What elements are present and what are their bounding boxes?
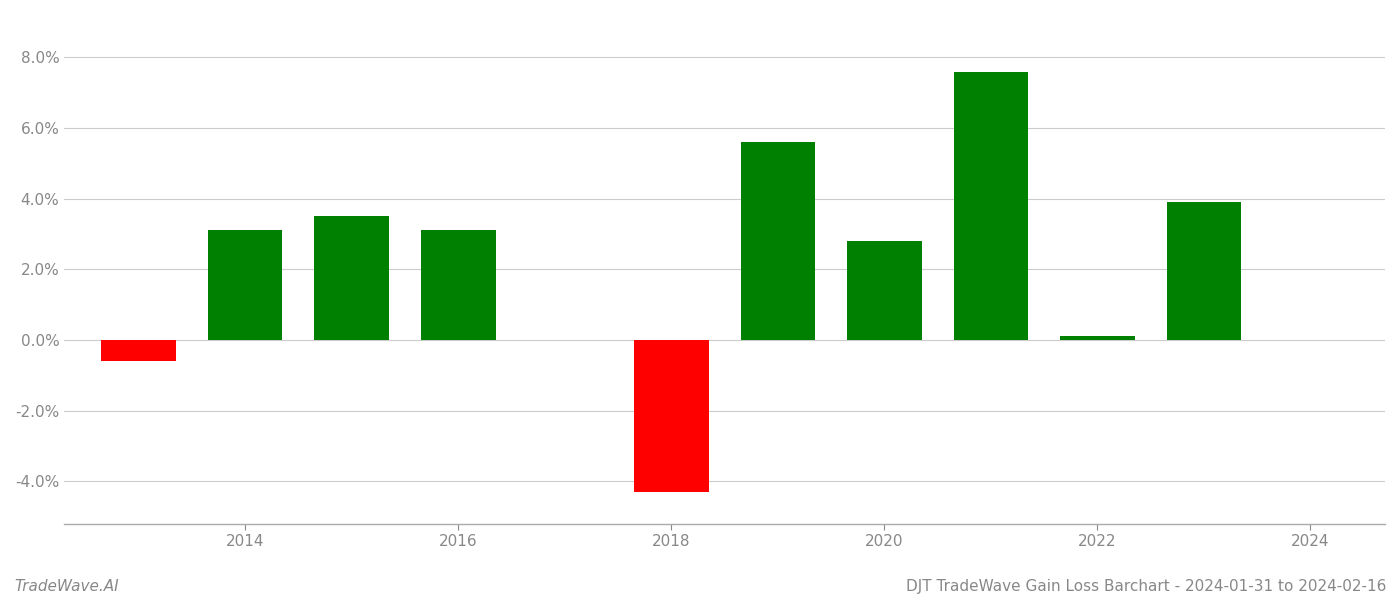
Text: TradeWave.AI: TradeWave.AI xyxy=(14,579,119,594)
Bar xyxy=(1166,202,1242,340)
Bar xyxy=(101,340,176,361)
Bar xyxy=(1060,337,1134,340)
Bar xyxy=(953,71,1028,340)
Bar xyxy=(847,241,921,340)
Bar xyxy=(741,142,815,340)
Text: DJT TradeWave Gain Loss Barchart - 2024-01-31 to 2024-02-16: DJT TradeWave Gain Loss Barchart - 2024-… xyxy=(906,579,1386,594)
Bar xyxy=(315,217,389,340)
Bar xyxy=(421,230,496,340)
Bar xyxy=(209,230,283,340)
Bar xyxy=(634,340,708,492)
